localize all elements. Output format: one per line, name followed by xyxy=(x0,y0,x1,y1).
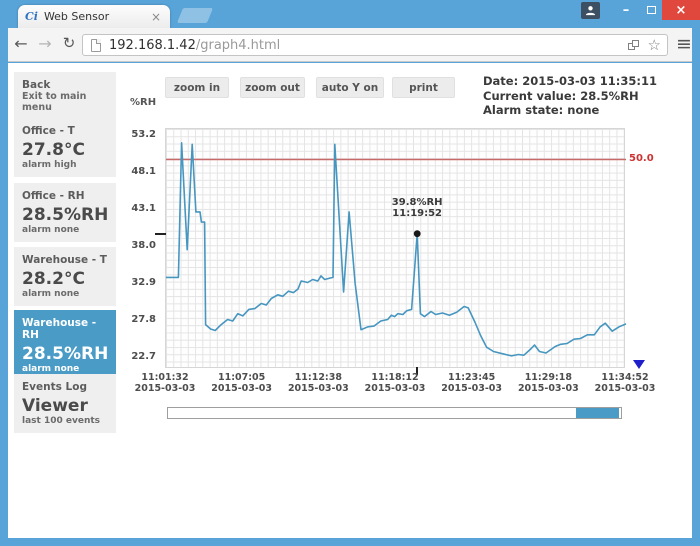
annotation-value: 39.8%RH xyxy=(391,196,443,208)
sidebar-item-events-log[interactable]: Events Log Viewer last 100 events xyxy=(14,374,116,433)
x-axis-tick-label: 11:18:12 2015-03-03 xyxy=(364,372,426,394)
x-axis-tick-label: 11:23:45 2015-03-03 xyxy=(441,372,503,394)
status-block: Date: 2015-03-03 11:35:11 Current value:… xyxy=(483,74,657,118)
x-axis-tick-label: 11:12:38 2015-03-03 xyxy=(287,372,349,394)
x-axis-tick-label: 11:07:05 2015-03-03 xyxy=(211,372,273,394)
status-alarm-state: Alarm state: none xyxy=(483,103,600,117)
sidebar-item-warehouse-rh[interactable]: Warehouse - RH 28.5%RH alarm none xyxy=(14,310,116,381)
minimize-button[interactable]: – xyxy=(622,2,630,18)
address-bar[interactable]: 192.168.1.42/graph4.html ☆ xyxy=(82,34,668,56)
data-marker-dot xyxy=(413,230,421,238)
sidebar-item-subtitle: Exit to main menu xyxy=(22,91,87,113)
zoom-in-button[interactable]: zoom in xyxy=(165,77,229,98)
sidebar-item-title: Office - RH xyxy=(22,190,85,202)
refresh-icon[interactable]: ↻ xyxy=(62,34,76,52)
profile-button[interactable] xyxy=(581,2,600,19)
annotation-time: 11:19:52 xyxy=(392,207,443,219)
sidebar-item-alarm: alarm none xyxy=(22,364,80,374)
chart-plot[interactable]: 39.8%RH 11:19:52 xyxy=(155,128,627,375)
tab-title: Web Sensor xyxy=(43,10,110,23)
menu-icon[interactable]: ≡ xyxy=(676,33,692,55)
print-button[interactable]: print xyxy=(392,77,455,98)
sidebar-item-value: 27.8°C xyxy=(22,140,85,160)
sidebar-item-value: 28.5%RH xyxy=(22,205,109,225)
sidebar-item-alarm: alarm high xyxy=(22,160,77,170)
sidebar-item-back[interactable]: Back Exit to main menu xyxy=(14,72,116,120)
y-axis-tick-label: 22.7 xyxy=(131,351,156,363)
sidebar-item-title: Office - T xyxy=(22,125,75,137)
sidebar-item-title: Warehouse - T xyxy=(22,254,107,266)
url-path: /graph4.html xyxy=(195,37,281,53)
x-axis-tick-label: 11:01:32 2015-03-03 xyxy=(134,372,196,394)
y-axis-tick-label: 32.9 xyxy=(131,276,156,288)
y-axis-tick-label: 43.1 xyxy=(131,202,156,214)
sidebar-item-title: Events Log xyxy=(22,381,87,393)
scroll-right-indicator-icon[interactable] xyxy=(633,360,645,369)
sidebar-item-office-t[interactable]: Office - T 27.8°C alarm high xyxy=(14,118,116,177)
y-axis-tick-label: 48.1 xyxy=(131,166,156,178)
marker-x-projection-tick xyxy=(416,367,419,375)
url-host: 192.168.1.42 xyxy=(109,37,196,53)
forward-nav-icon[interactable]: → xyxy=(38,33,52,53)
sidebar-item-office-rh[interactable]: Office - RH 28.5%RH alarm none xyxy=(14,183,116,242)
sidebar-item-alarm: last 100 events xyxy=(22,416,101,426)
humidity-series-line xyxy=(166,142,627,357)
alarm-threshold-label: 50.0 xyxy=(629,152,654,164)
close-button[interactable]: × xyxy=(662,0,700,20)
new-tab-button[interactable] xyxy=(176,8,214,23)
browser-tab[interactable]: Ci Web Sensor × xyxy=(18,5,170,28)
chart-canvas xyxy=(166,142,627,357)
scrollbar-thumb[interactable] xyxy=(576,408,620,418)
zoom-out-button[interactable]: zoom out xyxy=(240,77,305,98)
sidebar-item-title: Warehouse - RH xyxy=(22,317,97,341)
chart-horizontal-scrollbar[interactable] xyxy=(167,407,622,419)
x-axis-tick-label: 11:29:18 2015-03-03 xyxy=(517,372,579,394)
maximize-button[interactable] xyxy=(640,0,662,20)
status-date: Date: 2015-03-03 11:35:11 xyxy=(483,74,657,88)
y-axis-unit-label: %RH xyxy=(130,97,157,108)
sidebar-item-alarm: alarm none xyxy=(22,225,80,235)
sidebar-item-warehouse-t[interactable]: Warehouse - T 28.2°C alarm none xyxy=(14,247,116,306)
sidebar-item-title: Back xyxy=(22,79,51,91)
sidebar-item-value: Viewer xyxy=(22,396,88,416)
data-marker-annotation: 39.8%RH 11:19:52 xyxy=(392,197,443,219)
person-icon xyxy=(585,6,596,16)
x-axis-tick-label: 11:34:52 2015-03-03 xyxy=(594,372,656,394)
tab-close-icon[interactable]: × xyxy=(150,9,161,24)
y-axis-tick-label: 27.8 xyxy=(131,314,156,325)
sidebar-item-value: 28.2°C xyxy=(22,269,85,289)
bookmark-star-icon[interactable]: ☆ xyxy=(647,35,661,54)
status-current-value: Current value: 28.5%RH xyxy=(483,88,639,103)
marker-y-projection-tick xyxy=(155,232,166,235)
auto-y-button[interactable]: auto Y on xyxy=(316,77,384,98)
page-icon xyxy=(91,38,101,52)
y-axis-tick-label: 38.0 xyxy=(131,239,156,251)
back-nav-icon[interactable]: ← xyxy=(14,33,28,53)
site-favicon: Ci xyxy=(25,10,38,23)
y-axis-tick-label: 53.2 xyxy=(131,129,156,141)
maximize-icon xyxy=(646,6,656,14)
bookmarks-icon[interactable] xyxy=(627,39,640,51)
sidebar-item-value: 28.5%RH xyxy=(22,344,109,364)
sidebar-item-alarm: alarm none xyxy=(22,289,80,299)
